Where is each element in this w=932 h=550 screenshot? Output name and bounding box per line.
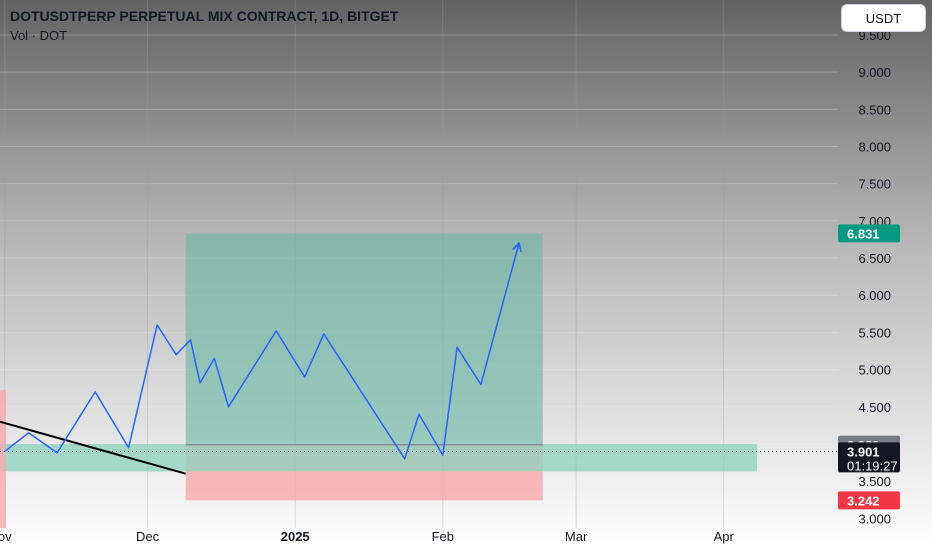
trend-line bbox=[0, 420, 186, 475]
projection-path bbox=[4, 243, 520, 460]
currency-button[interactable]: USDT bbox=[841, 4, 926, 32]
y-tick-label: 8.500 bbox=[858, 102, 891, 117]
x-tick-label: 2025 bbox=[281, 529, 310, 544]
y-tick-label: 5.000 bbox=[858, 363, 891, 378]
price-badge bbox=[838, 442, 900, 473]
y-tick-label: 6.500 bbox=[858, 251, 891, 266]
y-tick-label: 3.000 bbox=[858, 511, 891, 526]
chart-subtitle: Vol · DOT bbox=[10, 28, 67, 43]
y-tick-label: 4.500 bbox=[858, 400, 891, 415]
y-tick-label: 3.500 bbox=[858, 474, 891, 489]
price-badge-label: 3.901 bbox=[847, 444, 880, 459]
y-tick-label: 6.000 bbox=[858, 288, 891, 303]
price-countdown: 01:19:27 bbox=[847, 458, 898, 473]
volume-bar bbox=[0, 390, 6, 528]
target-zone bbox=[185, 233, 543, 445]
y-tick-label: 9.000 bbox=[858, 65, 891, 80]
chart-title: DOTUSDTPERP PERPETUAL MIX CONTRACT, 1D, … bbox=[10, 8, 399, 24]
x-axis: ov Dec 2025 Feb Mar Apr bbox=[0, 529, 735, 544]
price-badge-label: 6.831 bbox=[847, 226, 880, 241]
x-tick-label: Dec bbox=[136, 529, 160, 544]
x-tick-label: Apr bbox=[714, 529, 735, 544]
price-badge bbox=[838, 491, 900, 510]
support-zone bbox=[0, 443, 758, 472]
price-badge-label: 3.242 bbox=[847, 493, 880, 508]
y-tick-label: 8.000 bbox=[858, 140, 891, 155]
zones-layer bbox=[0, 233, 758, 528]
x-tick-label: ov bbox=[0, 529, 12, 544]
y-tick-label: 5.500 bbox=[858, 325, 891, 340]
price-badge bbox=[838, 224, 900, 243]
y-tick-label: 7.500 bbox=[858, 177, 891, 192]
x-tick-label: Feb bbox=[432, 529, 454, 544]
x-tick-label: Mar bbox=[565, 529, 588, 544]
arrow-head bbox=[512, 241, 522, 253]
lines-layer bbox=[0, 241, 838, 475]
